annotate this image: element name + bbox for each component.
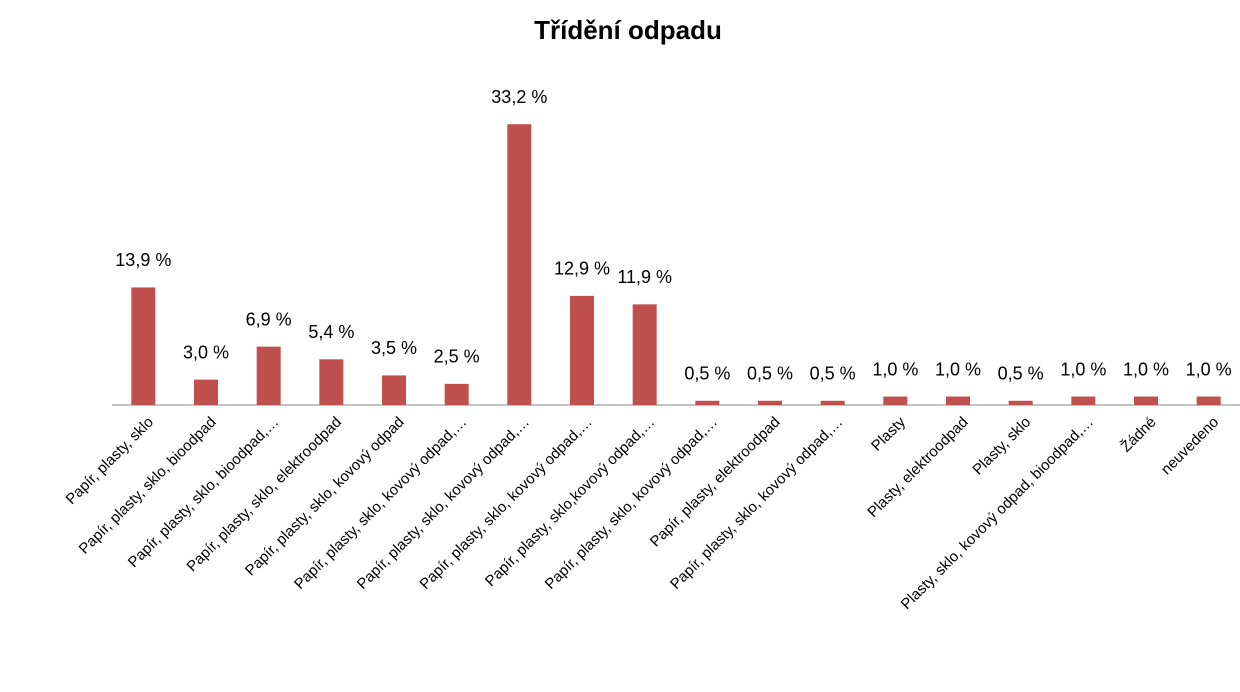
x-tick-label: Plasty <box>868 413 909 454</box>
data-label: 12,9 % <box>554 259 610 279</box>
bar <box>1196 396 1221 405</box>
x-tick-label: Žádné <box>1118 414 1160 456</box>
data-label: 11,9 % <box>617 267 672 287</box>
data-label: 1,0 % <box>1060 359 1106 379</box>
bar <box>131 287 156 405</box>
bar <box>194 379 218 405</box>
bar <box>1008 400 1033 405</box>
bar <box>382 375 406 405</box>
x-tick-label: Plasty, sklo <box>969 414 1034 479</box>
bar <box>1134 396 1158 405</box>
data-label: 6,9 % <box>246 309 292 329</box>
bar <box>820 400 845 405</box>
data-label: 2,5 % <box>434 347 480 367</box>
bar <box>319 359 344 405</box>
data-label: 5,4 % <box>308 322 354 342</box>
bar <box>883 396 908 405</box>
x-tick-label: Papír, plasty, elektroodpad <box>647 414 784 551</box>
x-tick-label: neuvedeno <box>1158 414 1223 479</box>
bar <box>758 400 782 405</box>
bar <box>444 383 469 405</box>
bar <box>632 304 657 405</box>
data-label: 0,5 % <box>684 364 730 384</box>
data-label: 0,5 % <box>747 364 793 384</box>
data-label: 33,2 % <box>491 87 547 107</box>
data-label: 3,0 % <box>183 342 229 362</box>
bar <box>1071 396 1096 405</box>
chart-title: Třídění odpadu <box>534 15 722 45</box>
bar <box>695 400 720 405</box>
bar <box>570 295 594 405</box>
data-label: 1,0 % <box>872 359 918 379</box>
data-label: 0,5 % <box>998 364 1044 384</box>
bar <box>946 396 970 405</box>
data-label: 1,0 % <box>935 359 981 379</box>
bar <box>507 124 532 406</box>
data-label: 1,0 % <box>1186 359 1232 379</box>
data-label: 1,0 % <box>1123 359 1169 379</box>
data-label: 0,5 % <box>810 364 856 384</box>
bar <box>256 346 281 405</box>
data-label: 3,5 % <box>371 338 417 358</box>
data-label: 13,9 % <box>115 250 171 270</box>
